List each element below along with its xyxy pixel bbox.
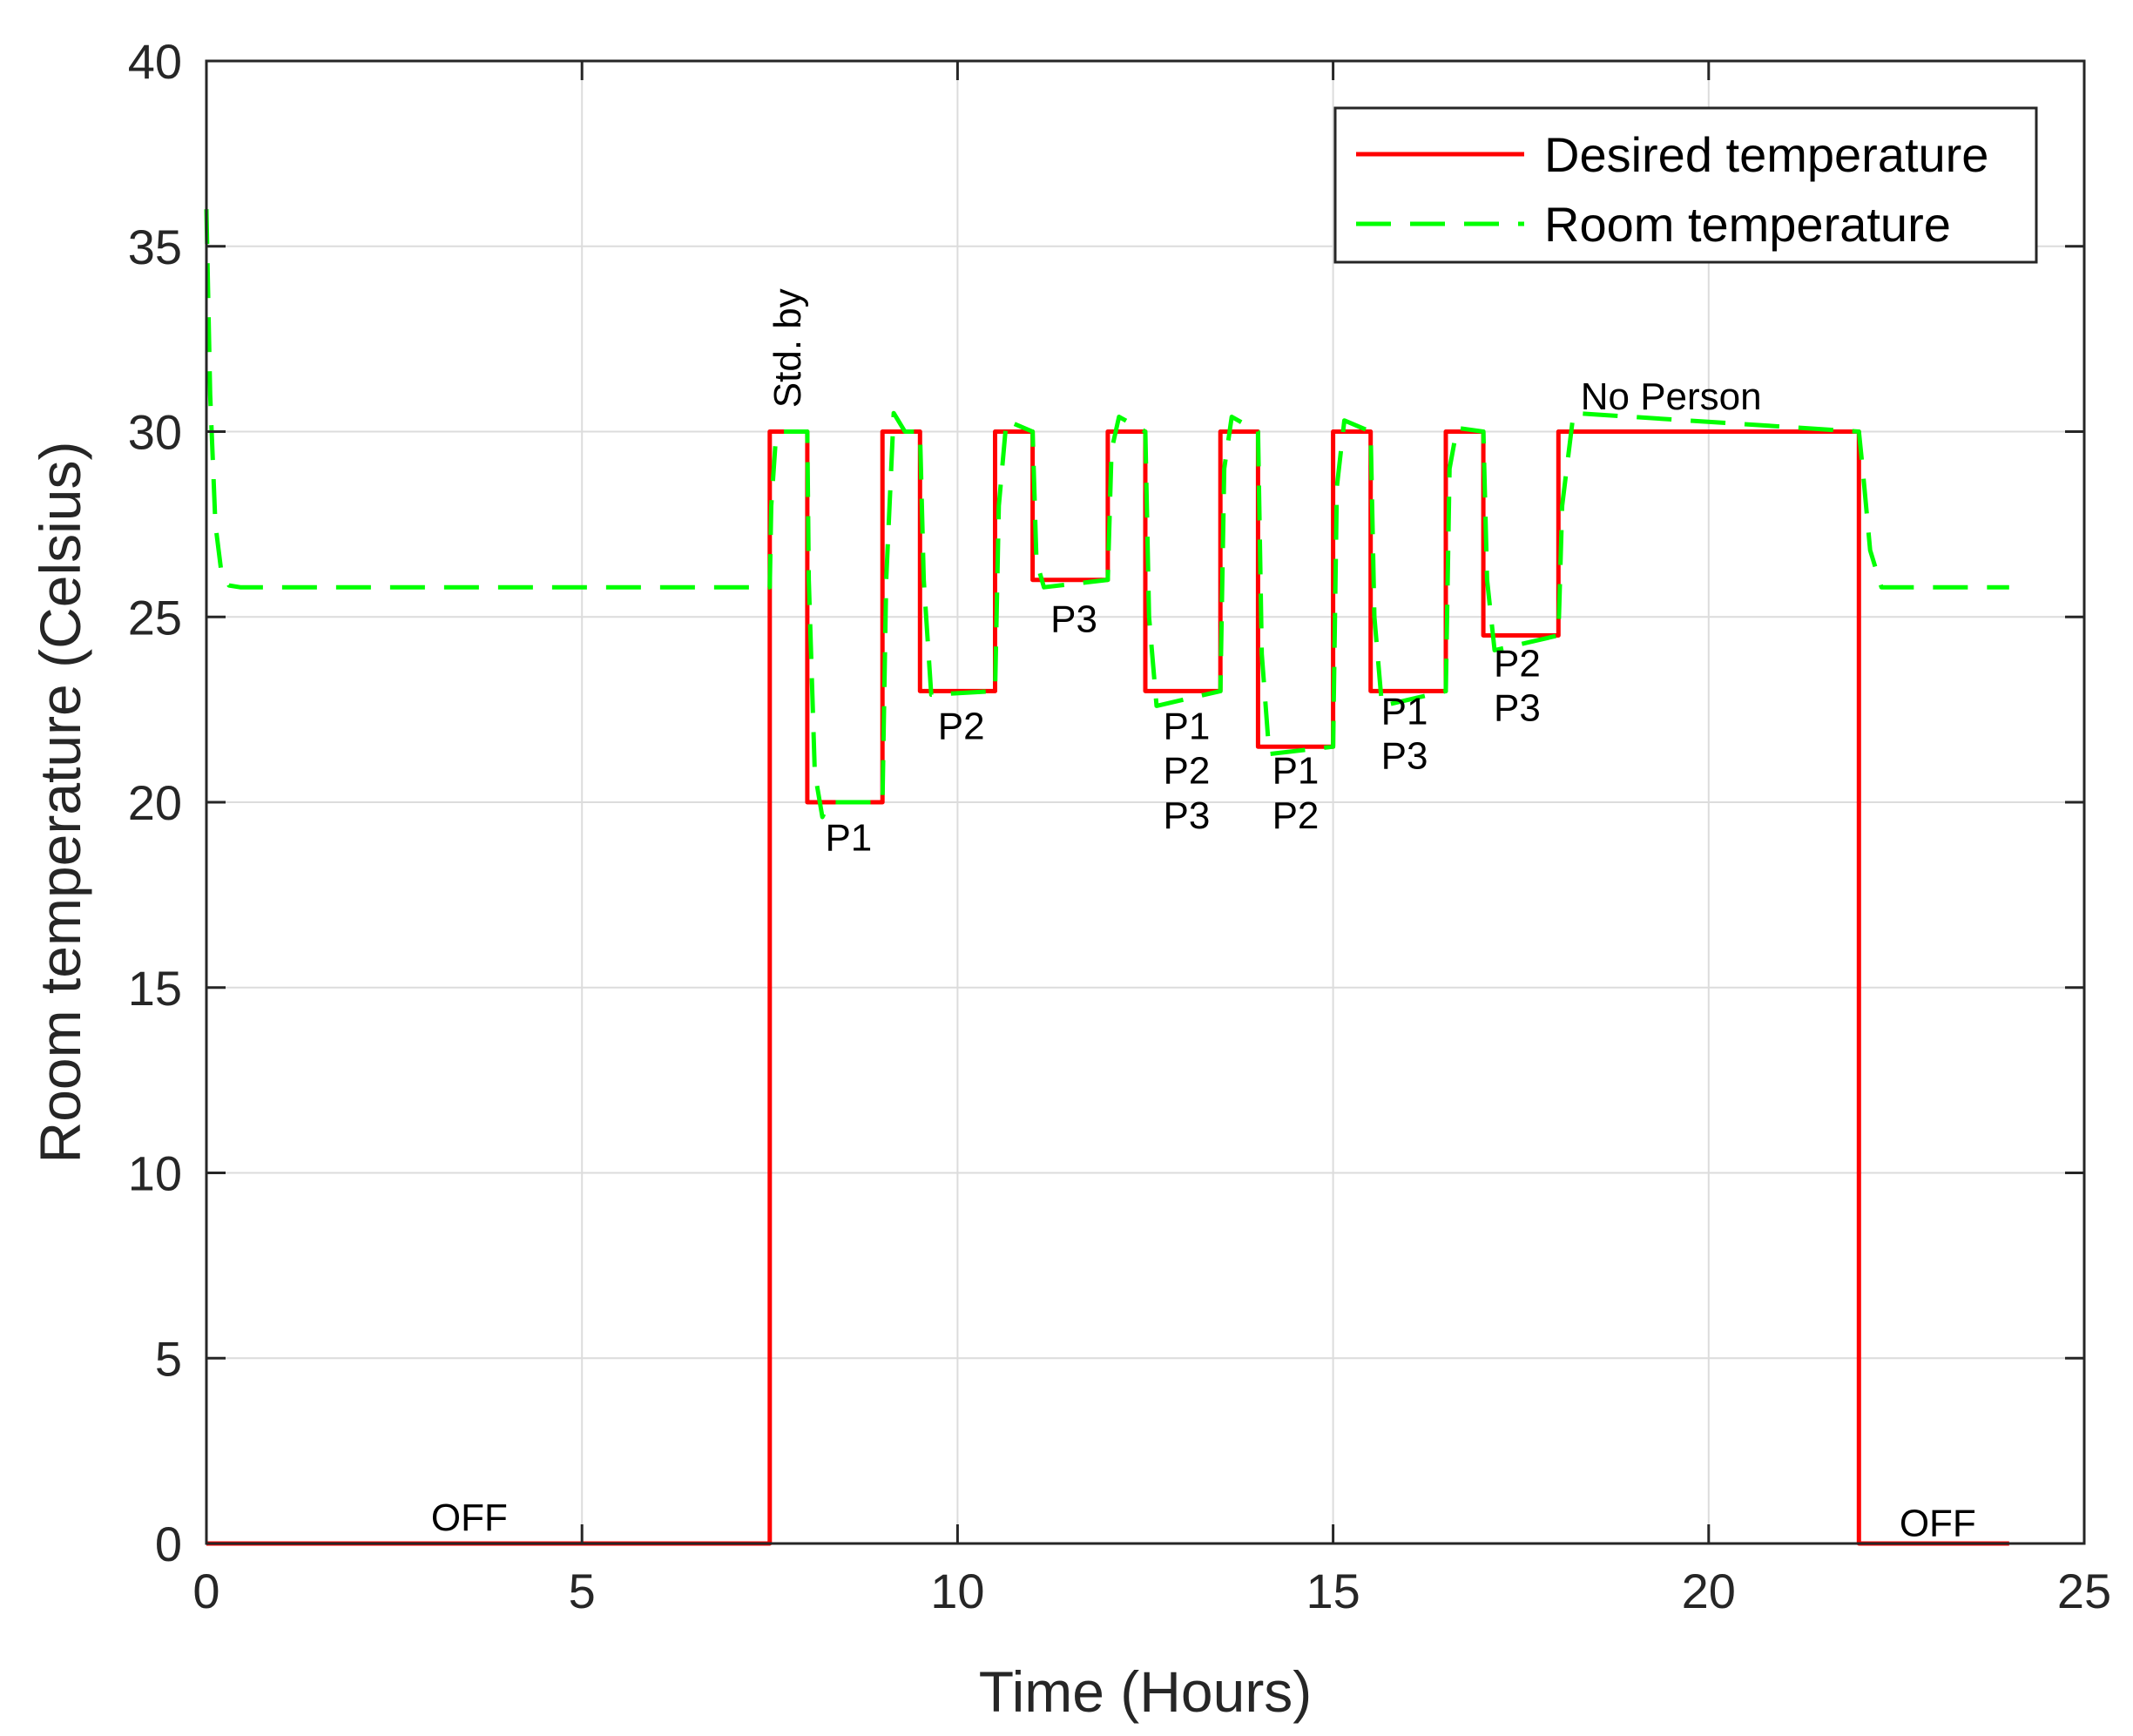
annotation-label: P2: [1272, 794, 1320, 837]
ticks: 0 5 10 15 20 25 0 5 10 15 20 25 30 35 40: [128, 34, 2111, 1618]
series-line-room: [204, 209, 2009, 820]
annotation-label: P1: [1272, 750, 1320, 793]
x-tick-label: 0: [192, 1564, 219, 1618]
annotation-label: OFF: [1900, 1502, 1976, 1544]
y-tick-label: 20: [128, 775, 182, 830]
annotation-label: P3: [1381, 735, 1428, 778]
x-axis-title: Time (Hours): [979, 1659, 1313, 1724]
annotation-label: P3: [1494, 686, 1541, 729]
grid: [206, 60, 2085, 1544]
annotation-label: P3: [1164, 794, 1211, 837]
annotation-label: P1: [1381, 691, 1428, 733]
y-tick-label: 35: [128, 220, 182, 274]
annotation-label: P1: [1164, 706, 1211, 748]
annotation-label: P2: [1164, 750, 1211, 793]
legend-box: [1333, 106, 2038, 264]
legend-label-room: Room temperature: [1544, 197, 1951, 252]
y-axis-title: Room temperature (Celsius): [28, 442, 92, 1164]
series-layer: [204, 209, 2009, 1546]
annotation-label: P1: [825, 816, 872, 859]
series-line-desired: [206, 429, 2009, 1546]
annotation-label: P2: [938, 706, 985, 748]
y-tick-label: 25: [128, 590, 182, 645]
annotation-label: OFF: [431, 1496, 508, 1539]
x-tick-label: 5: [569, 1564, 596, 1618]
annotation-label: No Person: [1581, 375, 1762, 418]
y-tick-label: 40: [128, 34, 182, 89]
x-tick-label: 10: [930, 1564, 984, 1618]
y-tick-label: 30: [128, 405, 182, 460]
x-tick-label: 15: [1306, 1564, 1360, 1618]
annotation-label: P2: [1494, 642, 1541, 685]
y-tick-label: 15: [128, 961, 182, 1016]
y-tick-label: 5: [155, 1331, 182, 1386]
legend-label-desired: Desired temperature: [1544, 127, 1988, 182]
annotation-label: P3: [1050, 598, 1097, 640]
y-tick-label: 10: [128, 1146, 182, 1201]
x-tick-label: 20: [1682, 1564, 1736, 1618]
legend: Desired temperature Room temperature: [1333, 106, 2038, 264]
y-tick-label: 0: [155, 1516, 182, 1571]
x-tick-label: 25: [2057, 1564, 2111, 1618]
annotation-label: Std. by: [766, 288, 809, 408]
